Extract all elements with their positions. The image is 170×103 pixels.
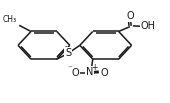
Text: OH: OH	[140, 21, 155, 31]
Text: +: +	[91, 63, 97, 72]
Text: O: O	[71, 68, 79, 78]
Text: N: N	[86, 67, 93, 77]
Text: CH₃: CH₃	[3, 15, 17, 24]
Text: O: O	[100, 68, 108, 78]
Text: S: S	[65, 48, 71, 58]
Text: ⁻: ⁻	[67, 64, 72, 73]
Text: O: O	[126, 11, 134, 21]
